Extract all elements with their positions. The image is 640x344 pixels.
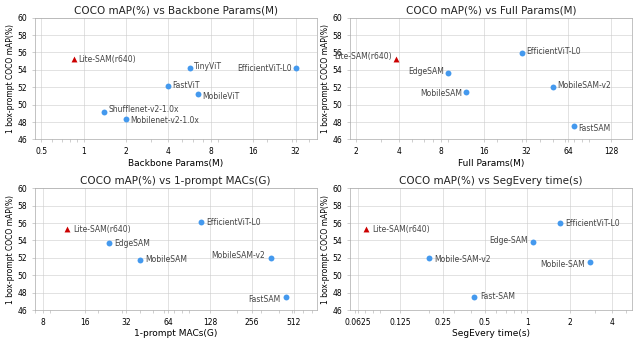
Text: Lite-SAM(r640): Lite-SAM(r640) [372, 225, 429, 234]
Text: Shufflenet-v2-1.0x: Shufflenet-v2-1.0x [108, 105, 179, 115]
Point [62, 226, 72, 232]
Point [104, 240, 114, 246]
Point [196, 219, 206, 225]
Text: EfficientViT-L0: EfficientViT-L0 [526, 47, 581, 56]
Point [517, 51, 527, 56]
Point [68, 57, 79, 62]
Point [361, 226, 371, 232]
Text: FastSAM: FastSAM [248, 294, 280, 303]
Text: FastSAM: FastSAM [578, 124, 611, 133]
Text: Lite-SAM(r640): Lite-SAM(r640) [73, 225, 131, 234]
Text: TinyViT: TinyViT [195, 62, 222, 71]
Text: MobileSAM-v2: MobileSAM-v2 [557, 81, 611, 90]
Point [193, 92, 204, 97]
Text: EdgeSAM: EdgeSAM [408, 67, 444, 76]
Point [281, 294, 291, 300]
Text: MobileSAM: MobileSAM [145, 255, 188, 264]
Title: COCO mAP(%) vs SegEvery time(s): COCO mAP(%) vs SegEvery time(s) [399, 176, 582, 186]
Text: EfficientViT-L0: EfficientViT-L0 [566, 218, 620, 228]
Point [569, 123, 579, 129]
X-axis label: SegEvery time(s): SegEvery time(s) [452, 330, 530, 338]
Point [99, 109, 109, 114]
Text: Edge-SAM: Edge-SAM [489, 236, 528, 245]
X-axis label: 1-prompt MACs(G): 1-prompt MACs(G) [134, 330, 218, 338]
Point [444, 71, 454, 76]
Point [528, 239, 538, 245]
Point [548, 85, 559, 90]
Text: MobileViT: MobileViT [202, 92, 239, 101]
Point [163, 83, 173, 88]
Point [586, 259, 596, 265]
Point [121, 116, 131, 121]
Y-axis label: 1 box-prompt COCO mAP(%): 1 box-prompt COCO mAP(%) [6, 24, 15, 133]
Point [424, 255, 434, 261]
Title: COCO mAP(%) vs Full Params(M): COCO mAP(%) vs Full Params(M) [406, 6, 576, 15]
Text: Fast-SAM: Fast-SAM [480, 292, 515, 301]
Title: COCO mAP(%) vs Backbone Params(M): COCO mAP(%) vs Backbone Params(M) [74, 6, 278, 15]
Point [469, 294, 479, 300]
Point [390, 56, 401, 61]
Point [291, 65, 301, 71]
X-axis label: Full Params(M): Full Params(M) [458, 159, 524, 168]
Y-axis label: 1 box-prompt COCO mAP(%): 1 box-prompt COCO mAP(%) [6, 195, 15, 304]
Y-axis label: 1 box-prompt COCO mAP(%): 1 box-prompt COCO mAP(%) [321, 24, 330, 133]
Text: EdgeSAM: EdgeSAM [115, 239, 150, 248]
Title: COCO mAP(%) vs 1-prompt MACs(G): COCO mAP(%) vs 1-prompt MACs(G) [81, 176, 271, 186]
Text: EfficientViT-L0: EfficientViT-L0 [237, 64, 292, 73]
Text: MobileSAM: MobileSAM [420, 89, 462, 98]
Text: Mobilenet-v2-1.0x: Mobilenet-v2-1.0x [130, 116, 199, 125]
Point [185, 65, 195, 71]
Point [134, 257, 145, 262]
Text: Lite-SAM(r640): Lite-SAM(r640) [78, 55, 136, 64]
Text: FastViT: FastViT [173, 81, 200, 90]
Y-axis label: 1 box-prompt COCO mAP(%): 1 box-prompt COCO mAP(%) [321, 195, 330, 304]
Text: MobileSAM-v2: MobileSAM-v2 [211, 251, 265, 260]
Text: EfficientViT-L0: EfficientViT-L0 [206, 218, 261, 227]
Point [266, 255, 276, 261]
Text: Lite-SAM(r640): Lite-SAM(r640) [334, 52, 392, 62]
X-axis label: Backbone Params(M): Backbone Params(M) [128, 159, 223, 168]
Text: Mobile-SAM-v2: Mobile-SAM-v2 [435, 256, 491, 265]
Point [461, 89, 471, 94]
Text: Mobile-SAM: Mobile-SAM [540, 260, 585, 269]
Point [555, 221, 565, 226]
